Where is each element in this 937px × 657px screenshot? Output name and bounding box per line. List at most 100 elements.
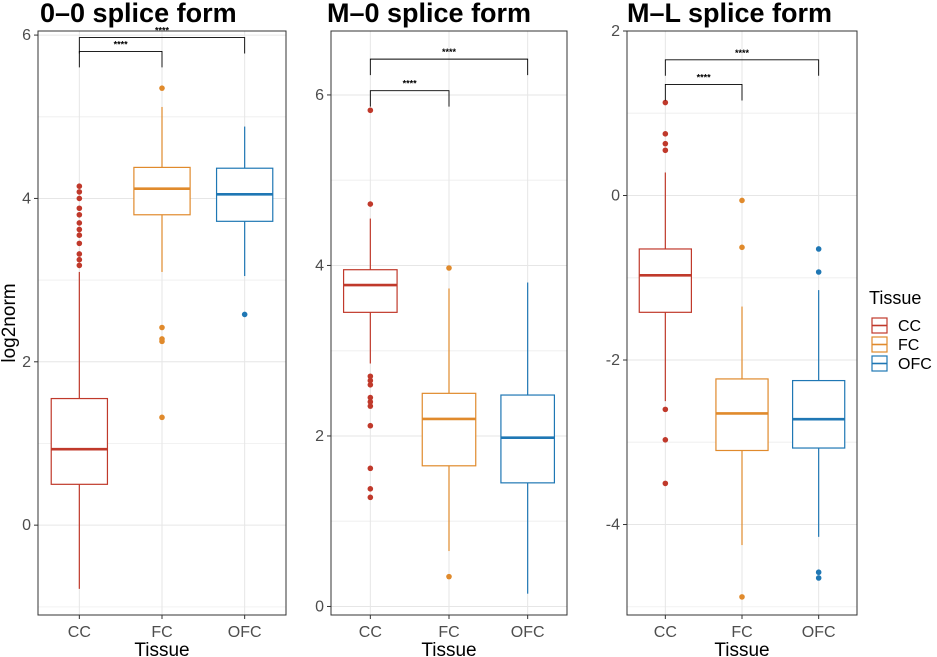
outlier-point (241, 311, 248, 318)
box-FC (715, 197, 769, 600)
significance-label: **** (697, 72, 712, 82)
significance-label: **** (114, 39, 129, 49)
outlier-point (367, 494, 374, 501)
y-tick-label: 2 (611, 23, 620, 40)
x-tick-label: CC (68, 624, 91, 641)
chart-title: 0–0 splice form (40, 0, 237, 28)
y-tick-label: 0 (315, 598, 324, 615)
outlier-point (76, 220, 83, 226)
x-axis-title: Tissue (134, 640, 189, 657)
outlier-point (739, 197, 745, 204)
outlier-point (367, 486, 374, 492)
legend-item-OFC: OFC (871, 355, 932, 373)
outlier-point (76, 251, 83, 257)
outlier-point (815, 569, 822, 576)
outlier-point (76, 232, 83, 238)
box-iqr (791, 379, 846, 449)
outlier-point (739, 594, 745, 600)
outlier-point (159, 85, 165, 91)
chart-panel-2: 0 2 4 6 CC FC OFC M–0 splice form Tissue **** **** (315, 0, 568, 657)
significance-bracket (664, 84, 743, 101)
box-OFC (791, 246, 846, 581)
outlier-point (76, 262, 83, 269)
box-iqr (638, 248, 692, 313)
outlier-point (662, 480, 669, 487)
outlier-point (76, 256, 83, 263)
y-tick-label: 0 (22, 517, 31, 534)
y-tick-label: 4 (315, 257, 324, 274)
chart-panel-3: -4 -2 0 2 CC FC OFC M–L splice form Tissue **** **… (606, 0, 858, 657)
significance-label: **** (442, 47, 457, 57)
significance-bracket (664, 59, 820, 76)
outlier-point (662, 406, 669, 413)
x-tick-label: CC (654, 624, 677, 641)
outlier-point (739, 244, 745, 251)
significance-bracket (369, 90, 450, 107)
box-OFC (500, 282, 556, 594)
outlier-point (815, 575, 822, 581)
significance-bracket (78, 50, 163, 68)
outlier-point (76, 226, 83, 233)
outlier-point (159, 414, 165, 421)
outlier-point (76, 195, 83, 202)
box-OFC (215, 126, 274, 318)
outlier-point (367, 403, 374, 409)
legend-label: OFC (898, 356, 932, 373)
y-tick-label: 0 (611, 188, 620, 205)
x-tick-label: CC (359, 624, 382, 641)
significance-bracket (369, 58, 529, 76)
outlier-point (662, 140, 669, 147)
box-FC (421, 265, 477, 580)
box-CC (342, 107, 398, 501)
y-tick-label: -4 (606, 517, 620, 534)
x-tick-label: OFC (228, 624, 262, 641)
box-iqr (50, 397, 109, 485)
significance-label: **** (155, 26, 170, 36)
y-tick-label: 2 (315, 428, 324, 445)
outlier-point (662, 99, 669, 106)
significance-bracket (78, 37, 246, 54)
legend-label: FC (898, 337, 919, 354)
outlier-point (159, 336, 165, 342)
outlier-point (367, 107, 374, 114)
x-axis-title: Tissue (714, 640, 769, 657)
box-FC (133, 85, 191, 421)
outlier-point (662, 437, 669, 443)
x-tick-label: OFC (802, 624, 836, 641)
chart-panel-1: 0 2 4 6 CC FC OFC 0–0 splice form Tissue log2norm… (0, 0, 287, 657)
legend: Tissue CC FC OFC (869, 288, 932, 373)
box-CC (638, 99, 692, 487)
legend-item-FC: FC (871, 336, 919, 354)
y-tick-label: 4 (22, 190, 31, 207)
legend-title: Tissue (869, 288, 921, 308)
outlier-point (446, 265, 452, 271)
box-iqr (133, 166, 191, 216)
y-axis-title: log2norm (0, 283, 20, 362)
outlier-point (76, 183, 83, 189)
box-iqr (342, 269, 398, 313)
chart-title: M–0 splice form (327, 0, 531, 28)
outlier-point (76, 189, 83, 195)
x-axis-title: Tissue (421, 640, 476, 657)
outlier-point (76, 205, 83, 212)
y-tick-label: 2 (22, 354, 31, 371)
outlier-point (159, 324, 165, 331)
y-tick-label: 6 (22, 27, 31, 44)
outlier-point (76, 211, 83, 218)
outlier-point (367, 382, 374, 388)
outlier-point (815, 246, 822, 252)
outlier-point (367, 373, 374, 380)
legend-label: CC (898, 318, 921, 335)
significance-label: **** (403, 79, 418, 89)
x-tick-label: FC (151, 624, 172, 641)
outlier-point (76, 240, 83, 247)
box-iqr (421, 392, 477, 467)
outlier-point (446, 573, 452, 580)
outlier-point (367, 422, 374, 429)
outlier-point (367, 377, 374, 384)
x-tick-label: FC (731, 624, 752, 641)
outlier-point (662, 147, 669, 154)
significance-label: **** (735, 48, 750, 58)
outlier-point (367, 394, 374, 401)
